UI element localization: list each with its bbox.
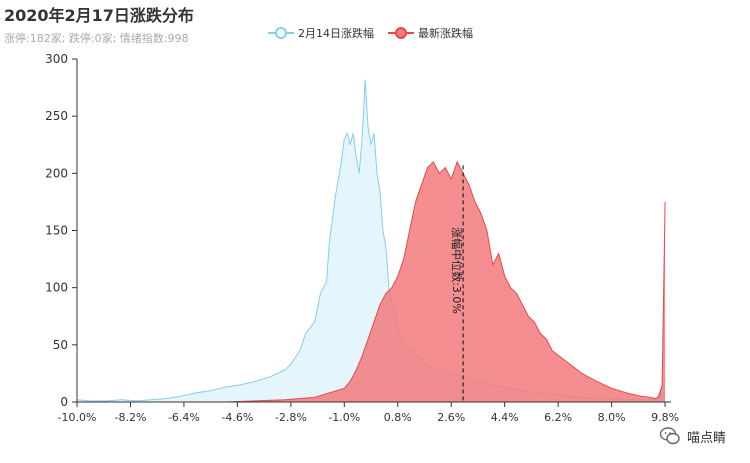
watermark: 喵点睛 [659, 425, 726, 447]
y-tick-label: 50 [53, 338, 68, 352]
x-tick-label: -10.0% [58, 411, 97, 424]
median-annotation: 涨幅中位数:3.0% [450, 227, 464, 314]
legend: 2月14日涨跌幅 最新涨跌幅 [268, 25, 473, 41]
x-tick-label: -4.6% [221, 411, 253, 424]
x-tick-label: -8.2% [114, 411, 146, 424]
y-tick-label: 300 [45, 52, 68, 66]
legend-item-latest[interactable]: 最新涨跌幅 [388, 25, 473, 41]
series-prev-area [77, 79, 666, 402]
x-tick-label: 4.4% [491, 411, 519, 424]
y-tick-label: 0 [60, 395, 68, 409]
x-tick-label: -6.4% [168, 411, 200, 424]
x-tick-label: 6.2% [544, 411, 572, 424]
x-tick-label: -1.0% [328, 411, 360, 424]
legend-marker-prev-icon [268, 27, 294, 39]
y-tick-label: 250 [45, 109, 68, 123]
chart-subtitle: 涨停:182家; 跌停:0家; 情绪指数:998 [4, 32, 189, 45]
x-tick-label: 8.0% [598, 411, 626, 424]
wechat-icon [659, 427, 680, 445]
series-latest-line [77, 160, 666, 403]
x-tick-label: -2.8% [275, 411, 307, 424]
y-tick-label: 150 [45, 224, 68, 238]
x-tick-label: 0.8% [384, 411, 412, 424]
legend-label-latest: 最新涨跌幅 [418, 27, 473, 40]
y-tick-label: 100 [45, 281, 68, 295]
series-latest-area [77, 161, 666, 402]
legend-marker-latest-icon [388, 27, 414, 39]
watermark-text: 喵点睛 [686, 430, 726, 446]
legend-label-prev: 2月14日涨跌幅 [298, 27, 374, 40]
x-tick-label: 2.6% [437, 411, 465, 424]
y-tick-label: 200 [45, 166, 68, 180]
x-tick-label: 9.8% [651, 411, 679, 424]
legend-item-prev[interactable]: 2月14日涨跌幅 [268, 25, 374, 41]
chart-title: 2020年2月17日涨跌分布 [4, 6, 194, 25]
